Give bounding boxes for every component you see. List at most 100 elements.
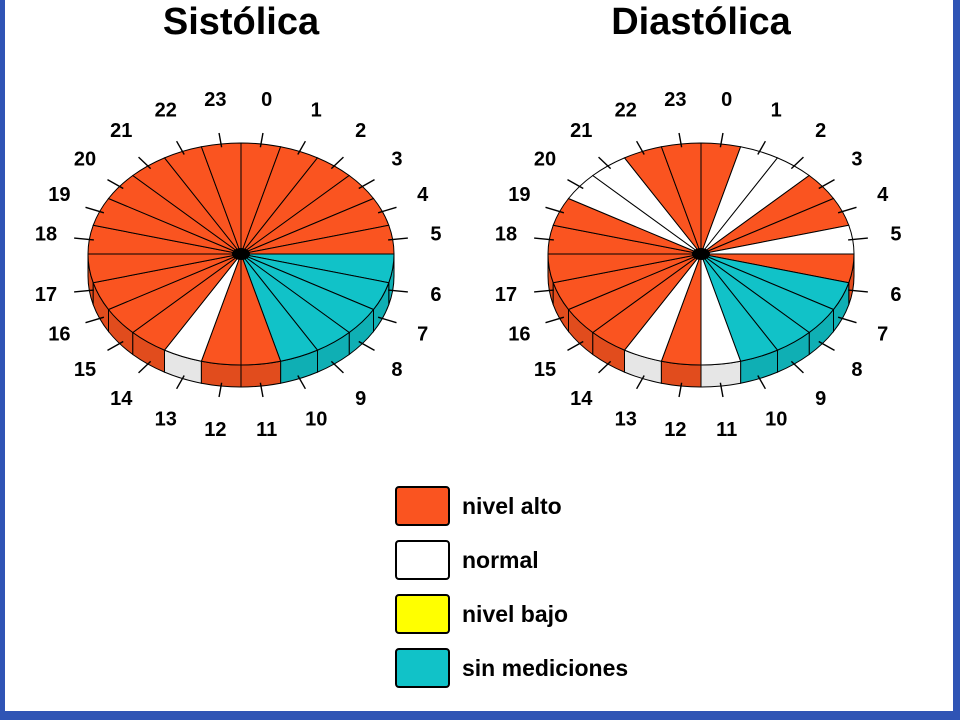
- hour-tick-17: [74, 289, 94, 293]
- hour-tick-19: [85, 206, 105, 214]
- legend-label-nivel-bajo: nivel bajo: [462, 600, 569, 627]
- hour-tick-8: [818, 340, 835, 351]
- hour-label-15: 15: [534, 359, 556, 381]
- hour-label-8: 8: [391, 359, 402, 381]
- hour-label-14: 14: [110, 388, 133, 410]
- hour-tick-0: [259, 132, 264, 148]
- legend-label-sin-mediciones: sin mediciones: [462, 654, 629, 681]
- hour-tick-16: [85, 316, 105, 324]
- hour-label-2: 2: [815, 120, 826, 142]
- legend-item-nivel-alto: nivel alto: [395, 484, 695, 528]
- hour-tick-18: [74, 237, 94, 241]
- hour-tick-3: [818, 179, 835, 190]
- hour-label-7: 7: [417, 324, 428, 346]
- hour-tick-14: [138, 360, 152, 374]
- chart-title: Diastólica: [611, 1, 791, 43]
- hour-label-6: 6: [430, 284, 441, 306]
- hour-tick-17: [534, 289, 554, 293]
- hour-tick-4: [837, 206, 857, 214]
- hour-label-22: 22: [155, 99, 177, 121]
- hour-tick-8: [358, 340, 375, 351]
- hour-label-18: 18: [35, 224, 57, 246]
- hour-label-20: 20: [74, 149, 96, 171]
- hour-label-6: 6: [890, 284, 901, 306]
- hour-tick-20: [107, 179, 124, 190]
- hour-tick-22: [175, 140, 185, 155]
- hour-tick-13: [175, 375, 185, 390]
- hour-label-0: 0: [721, 89, 732, 111]
- hour-tick-11: [259, 382, 264, 398]
- hour-label-4: 4: [877, 184, 889, 206]
- chart-title: Sistólica: [163, 1, 320, 43]
- legend-label-nivel-alto: nivel alto: [462, 492, 562, 519]
- hour-tick-5: [388, 237, 408, 241]
- hour-label-22: 22: [615, 99, 637, 121]
- hour-label-10: 10: [765, 408, 787, 430]
- hour-tick-2: [330, 156, 344, 170]
- hour-label-20: 20: [534, 149, 556, 171]
- hour-tick-12: [678, 382, 683, 398]
- hour-tick-12: [218, 382, 223, 398]
- hour-tick-6: [848, 289, 868, 293]
- hour-label-21: 21: [110, 120, 132, 142]
- hour-tick-6: [388, 289, 408, 293]
- hour-tick-20: [567, 179, 584, 190]
- hour-tick-9: [790, 360, 804, 374]
- legend-item-normal: normal: [395, 538, 695, 582]
- hour-label-13: 13: [155, 408, 177, 430]
- legend-swatch-normal: [395, 540, 450, 580]
- hour-label-1: 1: [311, 99, 322, 121]
- hour-label-2: 2: [355, 120, 366, 142]
- hour-tick-22: [635, 140, 645, 155]
- hour-tick-11: [719, 382, 724, 398]
- hour-label-9: 9: [355, 388, 366, 410]
- hour-tick-2: [790, 156, 804, 170]
- hour-tick-19: [545, 206, 565, 214]
- hour-tick-16: [545, 316, 565, 324]
- hour-label-12: 12: [664, 419, 686, 441]
- hour-tick-15: [567, 340, 584, 351]
- hour-tick-3: [358, 179, 375, 190]
- hour-label-12: 12: [204, 419, 226, 441]
- hour-tick-14: [598, 360, 612, 374]
- legend-label-normal: normal: [462, 546, 539, 573]
- legend-swatch-nivel-alto: [395, 486, 450, 526]
- hour-label-3: 3: [851, 149, 862, 171]
- hour-tick-23: [218, 132, 223, 148]
- hour-label-19: 19: [508, 184, 530, 206]
- hour-tick-13: [635, 375, 645, 390]
- hour-tick-7: [837, 316, 857, 324]
- hour-tick-15: [107, 340, 124, 351]
- hour-label-18: 18: [495, 224, 517, 246]
- legend-item-nivel-bajo: nivel bajo: [395, 592, 695, 636]
- hour-label-17: 17: [35, 284, 57, 306]
- hour-label-0: 0: [261, 89, 272, 111]
- hour-label-13: 13: [615, 408, 637, 430]
- hour-tick-1: [297, 140, 307, 155]
- legend-swatch-nivel-bajo: [395, 594, 450, 634]
- hour-tick-21: [598, 156, 612, 170]
- hour-label-16: 16: [48, 324, 70, 346]
- hour-label-21: 21: [570, 120, 592, 142]
- pie-center-hub: [692, 248, 710, 260]
- hour-tick-10: [757, 375, 767, 390]
- hour-label-3: 3: [391, 149, 402, 171]
- hour-label-11: 11: [256, 419, 277, 441]
- hour-label-23: 23: [204, 89, 226, 111]
- hour-tick-7: [377, 316, 397, 324]
- hour-label-7: 7: [877, 324, 888, 346]
- hour-label-5: 5: [430, 224, 441, 246]
- hour-tick-5: [848, 237, 868, 241]
- hour-label-11: 11: [716, 419, 737, 441]
- hour-tick-4: [377, 206, 397, 214]
- legend-swatch-sin-mediciones: [395, 648, 450, 688]
- hour-label-23: 23: [664, 89, 686, 111]
- hour-label-1: 1: [771, 99, 782, 121]
- legend-item-sin-mediciones: sin mediciones: [395, 646, 695, 690]
- hour-label-19: 19: [48, 184, 70, 206]
- hour-label-14: 14: [570, 388, 593, 410]
